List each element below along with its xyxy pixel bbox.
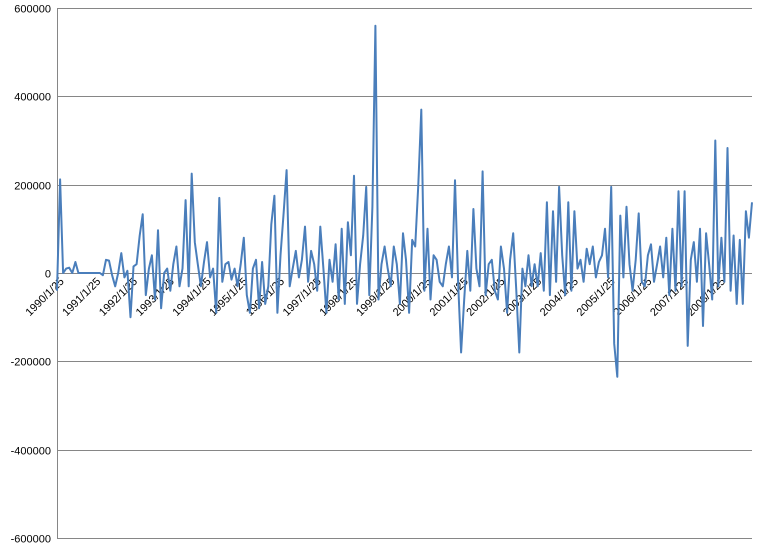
y-tick-label: 600000 <box>14 4 51 16</box>
x-tick-label: 1990/1/25 <box>24 276 67 319</box>
gridlines <box>57 8 752 539</box>
x-tick-label: 1992/1/25 <box>97 276 140 319</box>
x-tick-label: 1994/1/25 <box>171 276 214 319</box>
x-tick-label: 2005/1/25 <box>575 276 618 319</box>
y-tick-label: -600000 <box>11 534 51 546</box>
y-tick-label: -400000 <box>11 446 51 458</box>
y-tick-label: 400000 <box>14 92 51 104</box>
y-tick-label: 200000 <box>14 181 51 193</box>
x-tick-label: 2008/1/25 <box>685 276 728 319</box>
series-line <box>56 24 753 378</box>
series <box>56 24 753 378</box>
x-tick-label: 1991/1/25 <box>60 276 103 319</box>
y-tick-label: -200000 <box>11 357 51 369</box>
y-axis-tick-labels: 600000 400000 200000 0 -200000 -400000 -600000 <box>11 4 51 546</box>
y-tick-label: 0 <box>45 269 51 281</box>
